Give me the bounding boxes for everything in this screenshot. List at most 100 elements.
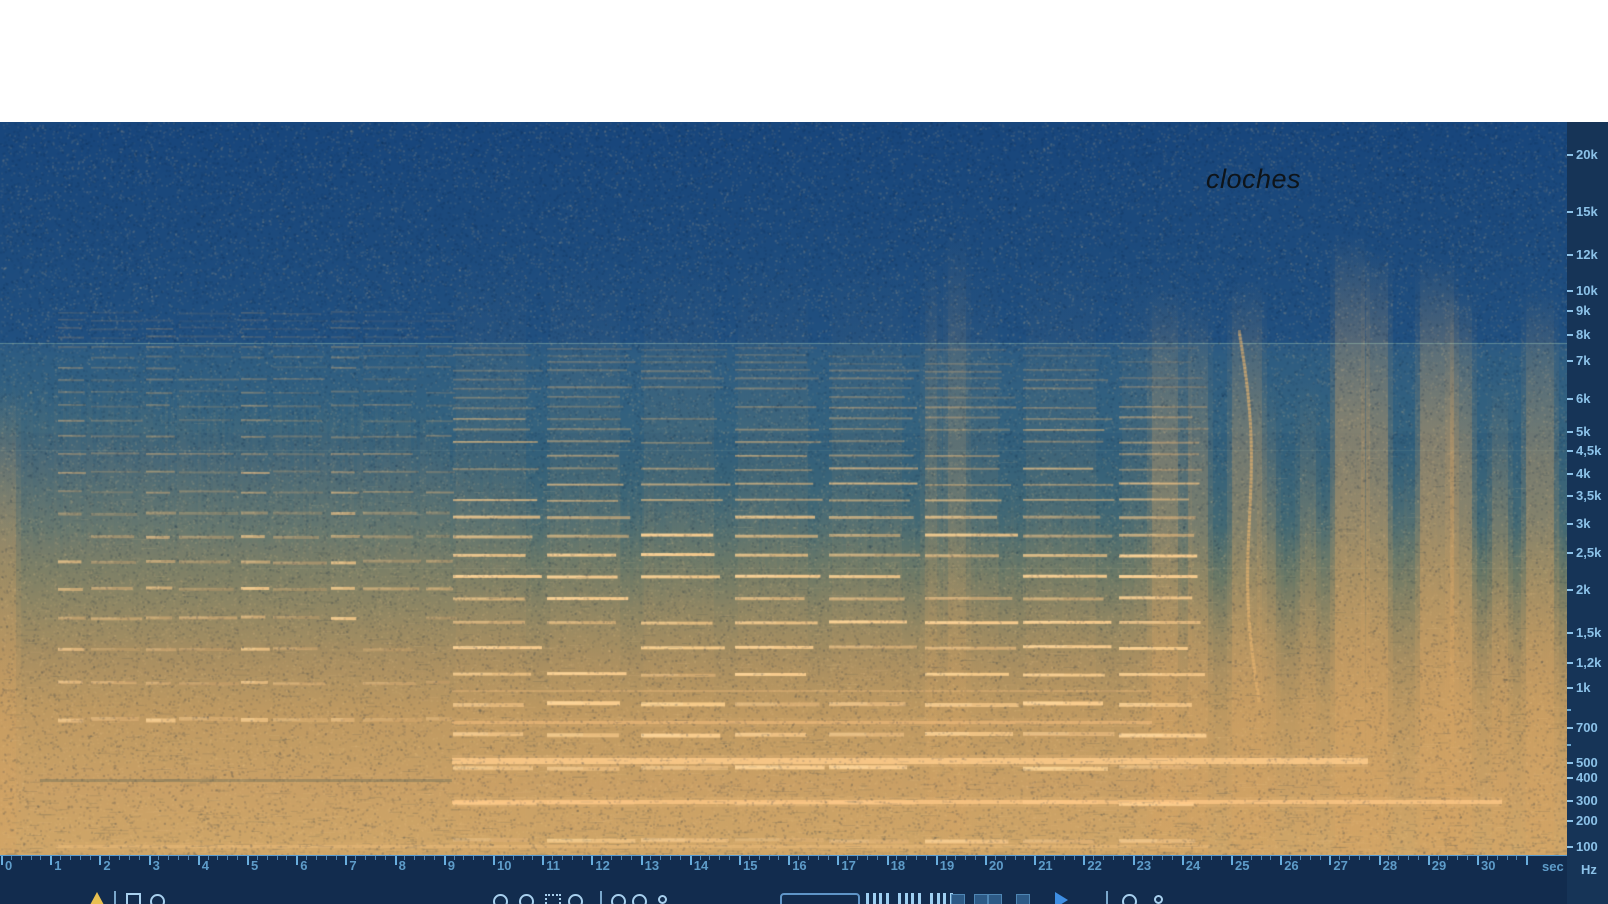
zoom-in-icon[interactable]	[493, 894, 508, 904]
time-minor-tick	[40, 856, 42, 860]
freq-tick-label: 500	[1576, 755, 1598, 770]
time-minor-tick	[729, 856, 731, 860]
time-minor-tick	[1260, 856, 1262, 860]
selection-rect-icon[interactable]	[126, 893, 141, 904]
freq-tick-label: 9k	[1576, 303, 1591, 318]
freq-tick-label: 7k	[1576, 353, 1591, 368]
time-tick-label: 9	[447, 858, 456, 873]
time-minor-tick	[256, 856, 258, 860]
time-minor-tick	[1014, 856, 1016, 860]
time-minor-tick	[768, 856, 770, 860]
time-tick-label: 26	[1284, 858, 1299, 873]
time-minor-tick	[1319, 856, 1321, 860]
freq-tick	[1567, 687, 1573, 689]
time-tick	[1, 856, 3, 865]
display-mode-icon[interactable]	[951, 894, 965, 904]
time-minor-tick	[1388, 856, 1390, 860]
meter-segment	[885, 893, 889, 904]
time-minor-tick	[1201, 856, 1203, 860]
time-minor-tick	[1368, 856, 1370, 860]
grid-icon[interactable]	[988, 894, 1002, 904]
time-tick-label: 1	[54, 858, 62, 873]
frequency-axis-ruler[interactable]: Hz 20k 15k 12k 10k 9k 8k 7k 6k 5k 4,5k 4k 3,5k 3k 2,5…	[1567, 122, 1608, 904]
marker-icon[interactable]	[974, 894, 988, 904]
zoom-out-icon[interactable]	[519, 894, 534, 904]
time-tick	[148, 856, 151, 865]
time-minor-tick	[709, 856, 711, 860]
meter-segment	[930, 893, 933, 904]
time-minor-tick	[227, 856, 229, 860]
zoom-reset-icon[interactable]	[658, 895, 667, 904]
meter-segment	[911, 893, 914, 904]
time-minor-tick	[109, 856, 111, 860]
time-minor-tick	[1496, 856, 1498, 860]
time-minor-tick	[699, 856, 701, 860]
time-minor-tick	[660, 856, 662, 860]
freq-tick	[1567, 820, 1573, 822]
record-loop-icon[interactable]	[1122, 894, 1137, 904]
meter-segment	[936, 893, 940, 904]
zoom-vertical-icon[interactable]	[632, 894, 647, 904]
freq-tick-label: 15k	[1576, 204, 1598, 219]
time-minor-tick	[1221, 856, 1223, 860]
time-minor-tick	[217, 856, 219, 860]
freq-tick	[1567, 334, 1573, 336]
spectrogram-canvas[interactable]	[0, 122, 1567, 855]
time-minor-tick	[906, 856, 908, 860]
zoom-fit-icon[interactable]	[568, 894, 583, 904]
time-minor-tick	[798, 856, 800, 860]
time-tick	[1427, 856, 1430, 865]
time-minor-tick	[1447, 856, 1449, 860]
time-tick	[1132, 856, 1135, 865]
settings-dot-icon[interactable]	[1154, 895, 1163, 904]
time-minor-tick	[365, 856, 367, 860]
time-tick	[247, 856, 249, 865]
freq-tick-label: 200	[1576, 813, 1598, 828]
time-tick	[591, 856, 594, 865]
time-minor-tick	[168, 856, 170, 860]
time-minor-tick	[532, 856, 534, 860]
time-minor-tick	[1506, 856, 1508, 860]
time-tick	[99, 856, 102, 865]
freq-tick-label: 700	[1576, 720, 1598, 735]
time-minor-tick	[866, 856, 868, 860]
time-tick	[837, 856, 840, 865]
freq-tick	[1567, 800, 1573, 802]
time-tick	[1477, 856, 1479, 865]
time-minor-tick	[1270, 856, 1272, 860]
play-button-icon[interactable]	[1055, 892, 1068, 904]
pointer-tool-icon[interactable]	[90, 892, 104, 904]
freq-tick	[1567, 398, 1573, 400]
time-minor-tick	[650, 856, 652, 860]
time-minor-tick	[1349, 856, 1351, 860]
time-minor-tick	[1398, 856, 1400, 860]
zoom-horizontal-icon[interactable]	[611, 894, 626, 904]
freq-tick	[1567, 360, 1573, 362]
time-minor-tick	[916, 856, 918, 860]
freq-tick-label: 3k	[1576, 516, 1591, 531]
time-minor-tick	[79, 856, 81, 860]
snapshot-icon[interactable]	[1016, 894, 1030, 904]
toolbar-divider	[1106, 891, 1108, 904]
time-field[interactable]	[780, 893, 860, 904]
time-tick-label: 25	[1235, 858, 1250, 873]
time-tick	[1181, 856, 1184, 865]
freq-tick	[1567, 662, 1573, 664]
freq-tick-label: 400	[1576, 770, 1598, 785]
circle-tool-icon[interactable]	[150, 894, 165, 904]
freq-tick-label: 1,2k	[1576, 655, 1602, 670]
time-minor-tick	[611, 856, 613, 860]
time-tick-label: 13	[644, 858, 660, 873]
time-tick-label: 14	[693, 858, 709, 873]
time-minor-tick	[384, 856, 386, 860]
time-minor-tick	[60, 856, 62, 860]
time-tick-label: 22	[1087, 858, 1102, 873]
time-tick	[788, 856, 791, 865]
time-minor-tick	[620, 856, 622, 860]
time-tick-label: 27	[1333, 858, 1348, 873]
time-minor-tick	[138, 856, 140, 860]
time-minor-tick	[1358, 856, 1360, 860]
time-minor-tick	[502, 856, 504, 860]
marquee-zoom-icon[interactable]	[545, 894, 561, 904]
time-minor-tick	[266, 856, 268, 860]
